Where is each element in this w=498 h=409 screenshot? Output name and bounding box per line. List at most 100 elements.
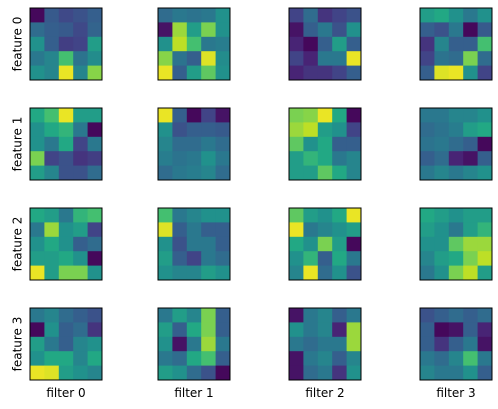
heatmap-cell: [346, 108, 362, 123]
panel-feature-3-filter-3: [419, 307, 493, 381]
heatmap-cell: [158, 336, 173, 352]
heatmap-cell: [332, 151, 347, 166]
heatmap-cell: [317, 236, 333, 252]
heatmap-cell: [289, 236, 304, 252]
panel-frame: [29, 7, 103, 81]
heatmap-cell: [172, 222, 188, 238]
heatmap-cell: [30, 65, 45, 81]
heatmap-cell: [346, 22, 362, 38]
heatmap-cell: [332, 265, 347, 281]
heatmap-cell: [58, 108, 74, 123]
heatmap-cell: [289, 336, 304, 352]
heatmap-cell: [186, 22, 202, 38]
heatmap-cell: [172, 251, 188, 266]
heatmap-cell: [303, 351, 319, 366]
heatmap-cell: [172, 108, 188, 123]
heatmap-cell: [420, 365, 435, 381]
heatmap-cell: [289, 136, 304, 152]
heatmap-cell: [30, 308, 45, 323]
heatmap-cell: [477, 336, 493, 352]
heatmap-cell: [463, 322, 478, 338]
heatmap-cell: [44, 8, 60, 23]
heatmap-cell: [87, 36, 103, 52]
heatmap-cell: [303, 365, 319, 381]
heatmap-cell: [201, 122, 216, 138]
heatmap-cell: [420, 65, 435, 81]
heatmap-cell: [289, 365, 304, 381]
row-label-feature-1: feature 1: [11, 117, 25, 172]
heatmap-cell: [346, 136, 362, 152]
heatmap-cell: [477, 22, 493, 38]
heatmap-cell: [215, 222, 231, 238]
heatmap-cell: [73, 51, 88, 66]
heatmap-cell: [332, 165, 347, 181]
heatmap-cell: [87, 322, 103, 338]
heatmap-cell: [420, 108, 435, 123]
heatmap-cell: [346, 365, 362, 381]
heatmap-cell: [186, 236, 202, 252]
heatmap-cell: [346, 251, 362, 266]
heatmap-cell: [186, 51, 202, 66]
heatmap-cell: [30, 165, 45, 181]
heatmap-cell: [463, 222, 478, 238]
heatmap-cell: [463, 22, 478, 38]
heatmap-cell: [215, 365, 231, 381]
heatmap-cell: [172, 36, 188, 52]
heatmap-cell: [172, 122, 188, 138]
heatmap-cell: [201, 208, 216, 223]
heatmap-cell: [420, 165, 435, 181]
heatmap-cell: [44, 22, 60, 38]
heatmap-cell: [434, 265, 450, 281]
heatmap-cell: [172, 208, 188, 223]
heatmap-cell: [420, 222, 435, 238]
heatmap-cell: [58, 165, 74, 181]
heatmap-cell: [332, 65, 347, 81]
heatmap-cell: [215, 336, 231, 352]
heatmap-cell: [44, 165, 60, 181]
heatmap-cell: [332, 308, 347, 323]
heatmap-cell: [463, 365, 478, 381]
heatmap-cell: [477, 236, 493, 252]
heatmap-cell: [332, 22, 347, 38]
heatmap-cell: [44, 136, 60, 152]
heatmap-cell: [30, 208, 45, 223]
heatmap-cell: [172, 236, 188, 252]
heatmap-cell: [463, 122, 478, 138]
heatmap-cell: [346, 336, 362, 352]
panel-feature-2-filter-1: [157, 207, 231, 281]
heatmap-cell: [303, 65, 319, 81]
heatmap-cell: [58, 151, 74, 166]
heatmap-cell: [172, 22, 188, 38]
heatmap-cell: [303, 265, 319, 281]
heatmap-cell: [73, 322, 88, 338]
heatmap-cell: [215, 308, 231, 323]
heatmap-cell: [477, 51, 493, 66]
panel-feature-2-filter-3: [419, 207, 493, 281]
heatmap-cell: [201, 236, 216, 252]
heatmap-cell: [58, 122, 74, 138]
heatmap-cell: [44, 322, 60, 338]
heatmap-cell: [87, 165, 103, 181]
heatmap-cell: [434, 251, 450, 266]
heatmap-cell: [186, 251, 202, 266]
heatmap-cell: [448, 336, 464, 352]
heatmap-cell: [87, 65, 103, 81]
heatmap-cell: [44, 251, 60, 266]
panel-feature-0-filter-1: [157, 7, 231, 81]
panel-feature-1-filter-2: [288, 107, 362, 181]
heatmap-cell: [30, 236, 45, 252]
panel-frame: [29, 307, 103, 381]
heatmap-cell: [73, 36, 88, 52]
heatmap-cell: [303, 322, 319, 338]
heatmap-cell: [477, 122, 493, 138]
heatmap-cell: [463, 351, 478, 366]
heatmap-cell: [73, 22, 88, 38]
heatmap-cell: [303, 308, 319, 323]
heatmap-cell: [317, 136, 333, 152]
heatmap-cell: [317, 222, 333, 238]
heatmap-cell: [346, 165, 362, 181]
heatmap-cell: [448, 8, 464, 23]
heatmap-cell: [172, 336, 188, 352]
heatmap-cell: [477, 208, 493, 223]
heatmap-cell: [201, 136, 216, 152]
